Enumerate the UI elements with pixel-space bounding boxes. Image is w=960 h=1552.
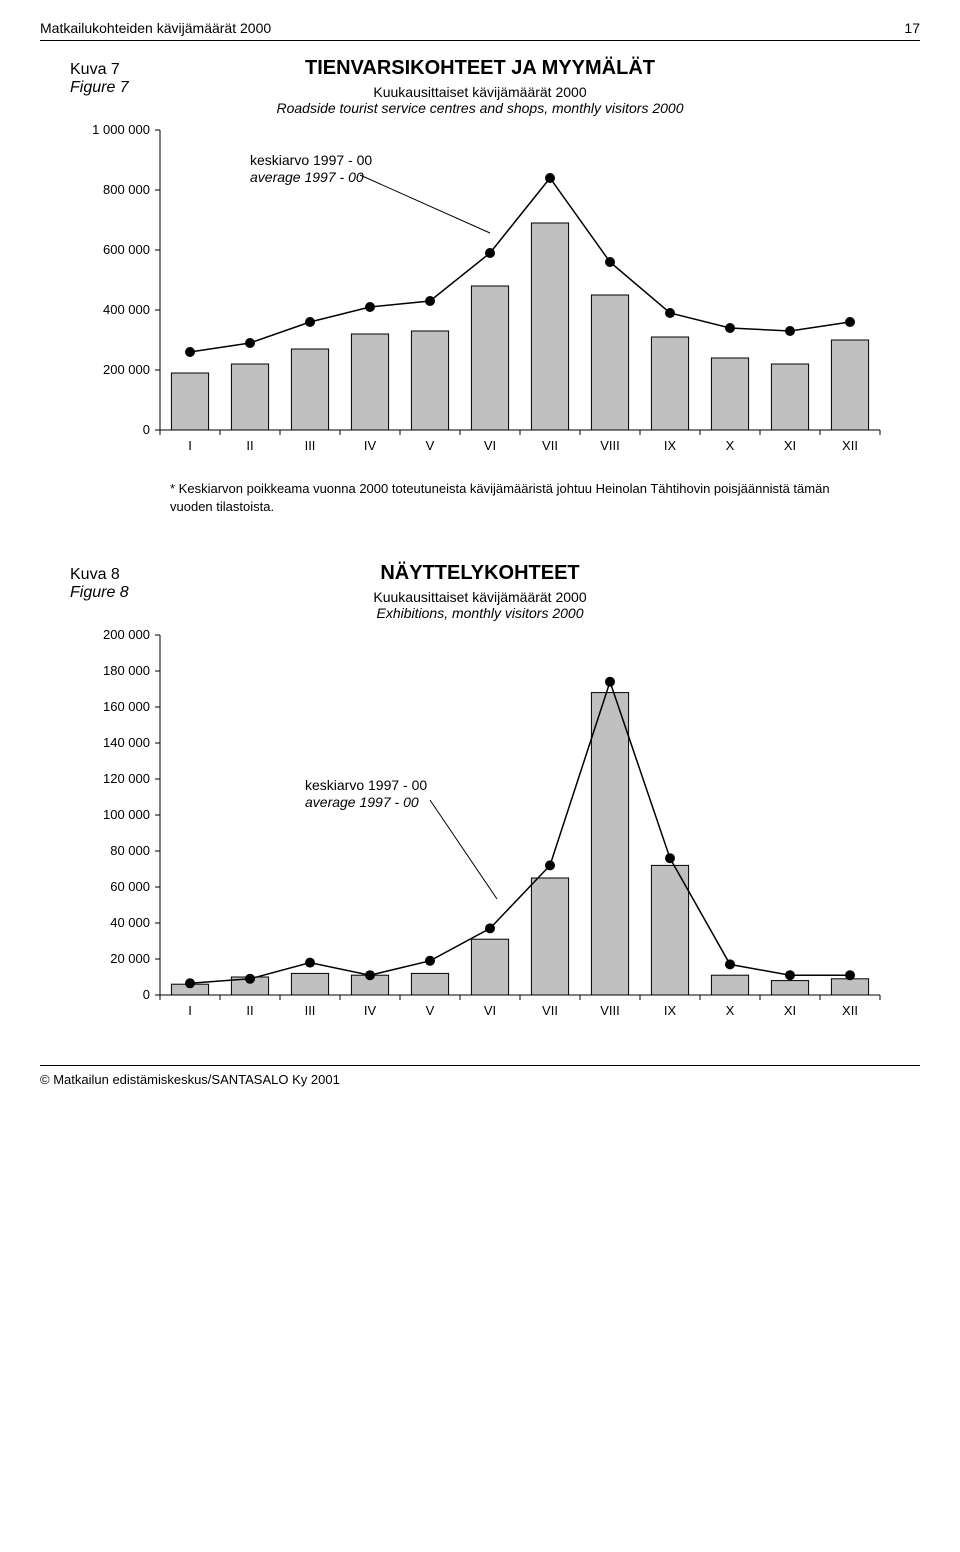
svg-text:XI: XI — [784, 1003, 796, 1018]
svg-text:60 000: 60 000 — [110, 879, 150, 894]
svg-text:VI: VI — [484, 438, 496, 453]
svg-text:II: II — [246, 1003, 253, 1018]
svg-text:40 000: 40 000 — [110, 915, 150, 930]
chart-1: 0200 000400 000600 000800 0001 000 000II… — [50, 120, 910, 470]
chart-1-subtitle-1: Kuukausittaiset kävijämäärät 2000 — [40, 84, 920, 100]
footer-text: © Matkailun edistämiskeskus/SANTASALO Ky… — [40, 1072, 340, 1087]
page-header: Matkailukohteiden kävijämäärät 2000 17 — [40, 20, 920, 41]
svg-text:IV: IV — [364, 1003, 377, 1018]
svg-text:I: I — [188, 1003, 192, 1018]
svg-text:keskiarvo 1997 - 00: keskiarvo 1997 - 00 — [305, 777, 427, 793]
chart-1-subtitle-2: Roadside tourist service centres and sho… — [40, 100, 920, 116]
chart-1-title: TIENVARSIKOHTEET JA MYYMÄLÄT — [40, 57, 920, 80]
svg-text:V: V — [426, 1003, 435, 1018]
svg-text:800 000: 800 000 — [103, 182, 150, 197]
svg-text:VI: VI — [484, 1003, 496, 1018]
svg-text:IX: IX — [664, 438, 677, 453]
svg-text:1 000 000: 1 000 000 — [92, 122, 150, 137]
svg-text:average 1997 - 00: average 1997 - 00 — [250, 169, 364, 185]
svg-text:V: V — [426, 438, 435, 453]
svg-text:140 000: 140 000 — [103, 735, 150, 750]
svg-text:100 000: 100 000 — [103, 807, 150, 822]
page-footer: © Matkailun edistämiskeskus/SANTASALO Ky… — [40, 1065, 920, 1087]
svg-text:VIII: VIII — [600, 1003, 620, 1018]
header-left-text: Matkailukohteiden kävijämäärät 2000 — [40, 20, 271, 36]
chart-2-subtitle: Kuukausittaiset kävijämäärät 2000 Exhibi… — [40, 589, 920, 621]
svg-text:X: X — [726, 438, 735, 453]
chart-2-title: NÄYTTELYKOHTEET — [40, 562, 920, 585]
svg-text:keskiarvo 1997 - 00: keskiarvo 1997 - 00 — [250, 152, 372, 168]
svg-text:80 000: 80 000 — [110, 843, 150, 858]
svg-text:average 1997 - 00: average 1997 - 00 — [305, 794, 419, 810]
svg-text:0: 0 — [143, 422, 150, 437]
svg-text:400 000: 400 000 — [103, 302, 150, 317]
chart-2-subtitle-2: Exhibitions, monthly visitors 2000 — [40, 605, 920, 621]
svg-text:VII: VII — [542, 1003, 558, 1018]
chart-2: 0 20 000 40 000 60 000 80 000 100 000 120 000 1… — [50, 625, 910, 1035]
svg-text:20 000: 20 000 — [110, 951, 150, 966]
chart-2-svg: 0 20 000 40 000 60 000 80 000 100 000 120 000 1… — [50, 625, 910, 1035]
svg-text:X: X — [726, 1003, 735, 1018]
svg-text:VIII: VIII — [600, 438, 620, 453]
svg-text:III: III — [305, 438, 316, 453]
chart-1-footnote: * Keskiarvon poikkeama vuonna 2000 toteu… — [90, 480, 870, 516]
svg-text:160 000: 160 000 — [103, 699, 150, 714]
svg-text:IX: IX — [664, 1003, 677, 1018]
svg-text:600 000: 600 000 — [103, 242, 150, 257]
svg-text:200 000: 200 000 — [103, 627, 150, 642]
header-page-number: 17 — [904, 20, 920, 36]
svg-text:XII: XII — [842, 438, 858, 453]
chart-1-title-block: TIENVARSIKOHTEET JA MYYMÄLÄT Kuukausitta… — [40, 57, 920, 116]
svg-text:I: I — [188, 438, 192, 453]
svg-text:0: 0 — [143, 987, 150, 1002]
svg-text:XI: XI — [784, 438, 796, 453]
svg-text:IV: IV — [364, 438, 377, 453]
chart-1-subtitle: Kuukausittaiset kävijämäärät 2000 Roadsi… — [40, 84, 920, 116]
chart-2-subtitle-1: Kuukausittaiset kävijämäärät 2000 — [40, 589, 920, 605]
svg-text:III: III — [305, 1003, 316, 1018]
chart-2-title-block: NÄYTTELYKOHTEET Kuukausittaiset kävijämä… — [40, 562, 920, 621]
svg-text:XII: XII — [842, 1003, 858, 1018]
page: Matkailukohteiden kävijämäärät 2000 17 K… — [0, 0, 960, 1127]
svg-text:180 000: 180 000 — [103, 663, 150, 678]
svg-text:120 000: 120 000 — [103, 771, 150, 786]
chart-1-svg: 0200 000400 000600 000800 0001 000 000II… — [50, 120, 910, 470]
svg-text:VII: VII — [542, 438, 558, 453]
svg-text:200 000: 200 000 — [103, 362, 150, 377]
svg-text:II: II — [246, 438, 253, 453]
